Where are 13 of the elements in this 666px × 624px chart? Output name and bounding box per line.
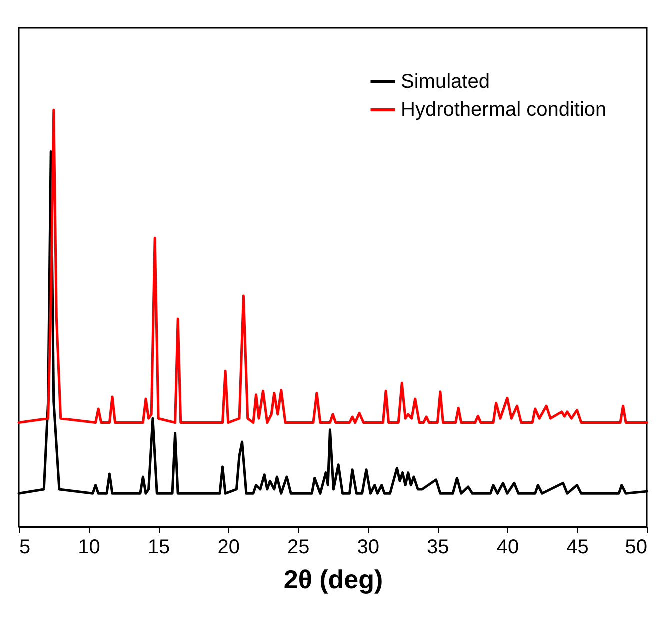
x-tick-label: 40 xyxy=(496,536,520,558)
legend-label: Hydrothermal condition xyxy=(401,99,607,121)
x-tick-label: 25 xyxy=(287,536,310,558)
x-tick-label: 20 xyxy=(218,536,240,558)
legend-label: Simulated xyxy=(401,71,490,93)
x-tick-label: 45 xyxy=(566,536,589,558)
x-tick-label: 35 xyxy=(427,536,450,558)
x-tick-label: 5 xyxy=(20,536,31,558)
x-tick-label: 30 xyxy=(357,536,380,558)
x-tick-label: 15 xyxy=(148,536,170,558)
x-tick-label: 50 xyxy=(625,536,648,558)
x-tick-label: 10 xyxy=(78,536,100,558)
x-axis-title: 2θ (deg) xyxy=(284,564,384,594)
